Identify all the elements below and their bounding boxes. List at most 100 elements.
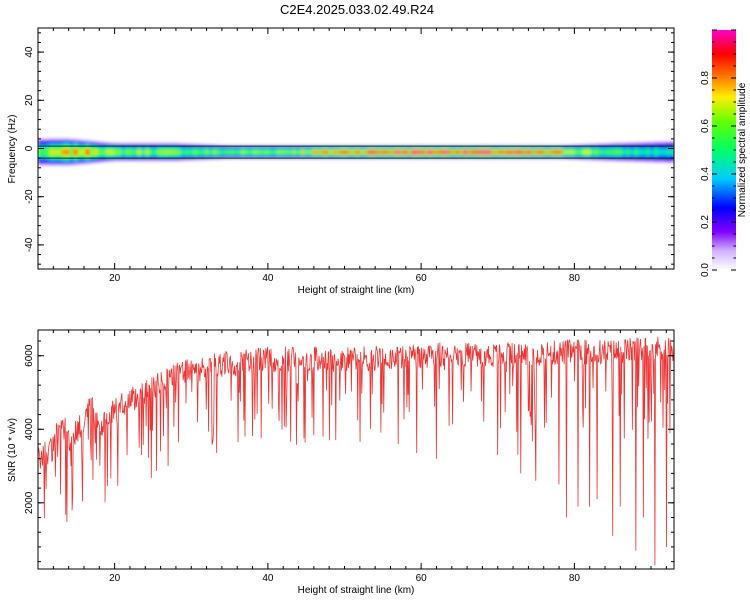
band-cell [129,150,134,154]
band-cell [495,151,500,154]
band-cell [407,151,413,154]
band-cell [336,151,341,154]
band-cell [646,150,651,154]
y-tick-label: -40 [24,237,35,252]
band-cell [125,150,131,154]
band-cell [121,150,127,154]
band-cell [200,150,206,154]
band-cell [224,151,230,154]
band-cell [638,150,643,154]
colorbar-tick-label: 0.2 [700,215,711,229]
band-cell [451,151,456,154]
band-cell [149,150,154,154]
band-cell [387,151,393,154]
band-cell [503,151,508,154]
band-cell [264,151,270,154]
band-cell [367,151,373,154]
snr-panel: 20 40 60 80 2000 4000 6000 Height of straight … [7,329,675,596]
snr-x-label: Height of straight line (km) [298,585,415,596]
band-cell [244,151,250,154]
band-cell [538,151,544,154]
band-cell [439,151,445,154]
band-cell [300,151,305,154]
band-cell [622,150,627,154]
colorbar-label: Normalized spectral amplitude [737,82,748,217]
band-cell [272,151,278,154]
band-cell [431,151,437,154]
snr-series-line [38,336,674,566]
band-cell [161,150,166,154]
y-tick-label: 0 [24,145,35,151]
band-cell [618,150,623,154]
band-cell [550,151,556,154]
band-cell [467,151,472,154]
band-cell [554,151,560,154]
band-cell [666,150,671,154]
band-cell [280,151,286,154]
band-cell [141,150,146,154]
band-cell [352,151,357,154]
band-cell [220,151,226,154]
band-cell [57,150,63,155]
band-cell [566,151,572,154]
spectral-band [38,137,674,167]
band-cell [363,151,369,154]
band-cell [208,150,214,154]
band-cell [658,150,663,154]
snr-frame [37,329,675,570]
band-cell [479,151,484,154]
band-cell [399,151,405,154]
band-cell [487,151,492,154]
band-cell [511,151,516,154]
colorbar-gradient [712,30,736,270]
band-cell [189,150,194,154]
band-cell [526,151,532,154]
x-tick-label: 40 [262,273,274,284]
band-cell [248,151,254,154]
band-cell [89,150,95,154]
band-cell [113,150,119,154]
band-cell [630,150,635,154]
band-cell [403,151,409,154]
band-cell [515,151,520,154]
band-cell [447,151,452,154]
band-cell [356,151,361,154]
band-cell [455,151,460,154]
figure-title: C2E4.2025.033.02.49.R24 [280,2,434,17]
y-tick-label: 40 [24,46,35,58]
band-cell [117,150,123,154]
band-cell [53,150,59,155]
band-cell [38,150,43,155]
band-cell [173,150,178,154]
band-cell [41,150,47,155]
band-cell [602,150,608,154]
band-cell [69,150,75,155]
y-tick-label: 6000 [24,344,35,367]
band-cell [165,150,170,154]
band-cell [193,150,198,154]
snr-ticks: 20 40 60 80 2000 4000 6000 [24,330,674,584]
band-cell [133,150,138,154]
band-cell [73,150,79,155]
band-cell [435,151,441,154]
band-cell [574,150,580,154]
band-cell [65,150,71,155]
band-cell [240,151,246,154]
band-cell [292,151,297,154]
band-cell [177,150,182,154]
band-cell [284,151,290,154]
colorbar-tick-label: 0.8 [700,71,711,85]
band-cell [236,151,242,154]
x-tick-label: 20 [109,273,121,284]
band-cell [332,151,337,154]
band-cell [419,151,425,154]
band-cell [288,151,293,154]
band-cell [610,150,615,154]
band-cell [97,150,103,154]
band-cell [137,150,142,154]
band-cell [427,151,433,154]
band-cell [304,151,309,154]
band-cell [606,150,611,154]
y-tick-label: 4000 [24,418,35,441]
